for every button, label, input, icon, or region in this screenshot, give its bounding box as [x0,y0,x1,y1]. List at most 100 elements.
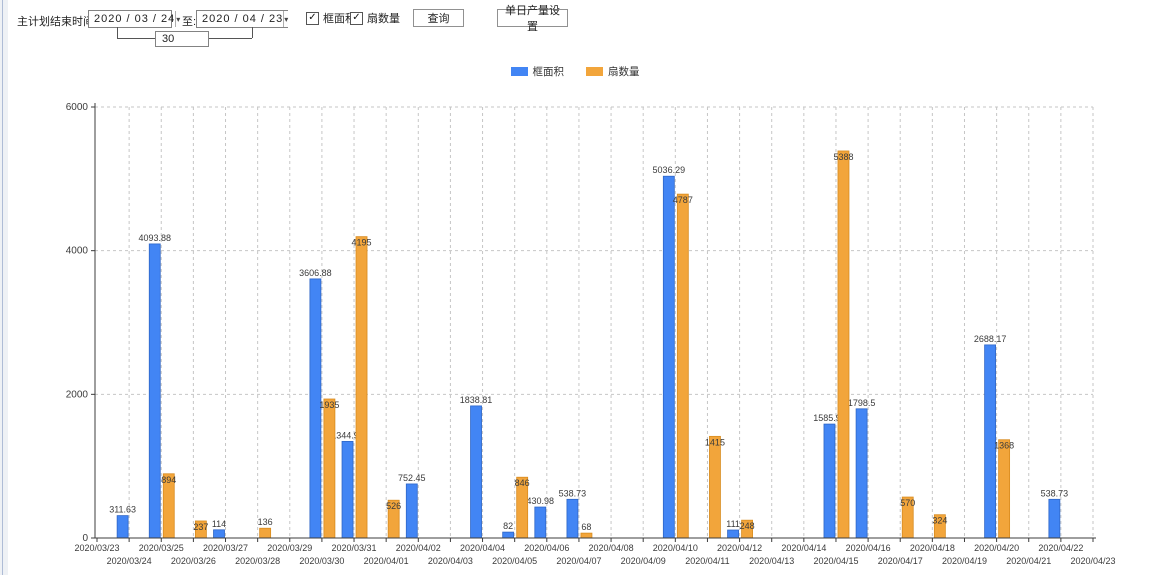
legend-swatch-orange [586,67,603,76]
plan-end-time-label: 主计划结束时间: [17,16,98,28]
x-tick-label: 2020/04/07 [556,556,601,566]
bar-value-label: 1838.81 [460,395,493,405]
end-date-combobox[interactable]: 2020 / 04 / 23 ▾ [196,10,289,28]
x-tick-label: 2020/03/25 [139,543,184,553]
x-tick-label: 2020/04/10 [653,543,698,553]
window-left-border-line [2,0,3,575]
x-tick-label: 2020/04/21 [1006,556,1051,566]
bar-扇数量-2020/04/07 [580,532,593,539]
bar-value-label: 894 [161,475,176,485]
bar-value-label: 4787 [673,195,693,205]
bar-框面积-2020/04/02 [405,483,418,539]
x-tick-label: 2020/04/04 [460,543,505,553]
bar-value-label: 570 [900,498,915,508]
x-tick-label: 2020/04/13 [749,556,794,566]
bar-扇数量-2020/03/31 [355,236,368,539]
bar-value-label: 4195 [352,238,372,248]
bar-扇数量-2020/04/11 [709,435,721,539]
bar-框面积-2020/04/12 [727,529,739,539]
connector-line [202,38,252,39]
bar-扇数量-2020/03/30 [323,398,336,539]
x-tick-label: 2020/04/15 [813,556,858,566]
x-tick-label: 2020/04/19 [942,556,987,566]
x-tick-label: 2020/04/20 [974,543,1019,553]
bar-value-label: 82 [503,521,513,531]
bar-value-label: 248 [740,521,755,531]
x-tick-label: 2020/04/14 [781,543,826,553]
x-tick-label: 2020/04/18 [910,543,955,553]
x-tick-label: 2020/04/17 [878,556,923,566]
dropdown-arrow-icon[interactable]: ▾ [175,11,181,27]
start-date-value[interactable]: 2020 / 03 / 24 [94,13,176,25]
bar-value-label: 136 [258,517,273,527]
x-tick-label: 2020/03/31 [332,543,377,553]
bar-框面积-2020/03/31 [341,440,354,539]
bar-扇数量-2020/03/28 [259,527,272,539]
window-left-border [0,0,8,575]
bar-value-label: 68 [581,522,591,532]
bar-框面积-2020/03/24 [116,515,129,539]
legend-item-frame-area: 框面积 [510,64,565,79]
bar-value-label: 2688.17 [974,334,1007,344]
bar-value-label: 526 [386,501,401,511]
bar-value-label: 111 [726,519,740,529]
bar-框面积-2020/04/06 [534,506,547,539]
x-tick-label: 2020/03/28 [235,556,280,566]
x-tick-label: 2020/04/01 [364,556,409,566]
bar-value-label: 237 [193,522,208,532]
x-tick-label: 2020/03/24 [107,556,152,566]
y-tick-label: 6000 [66,102,89,113]
x-tick-label: 2020/04/03 [428,556,473,566]
bar-value-label: 5036.29 [653,165,686,175]
y-tick-label: 2000 [66,389,89,400]
checkbox-checked-icon[interactable]: ✓ [350,11,363,25]
x-tick-label: 2020/03/23 [74,543,119,553]
bar-框面积-2020/04/10 [662,175,675,539]
x-tick-label: 2020/04/05 [492,556,537,566]
interval-days-input[interactable]: 30 [155,31,209,47]
bar-value-label: 538.73 [559,488,587,498]
x-tick-label: 2020/03/27 [203,543,248,553]
x-tick-label: 2020/03/29 [267,543,312,553]
dropdown-arrow-icon[interactable]: ▾ [283,11,289,27]
checkbox-frame-area[interactable]: ✓ 框面积 [306,10,356,26]
bar-value-label: 1585.96 [813,413,846,423]
x-tick-label: 2020/04/22 [1038,543,1083,553]
x-tick-label: 2020/03/30 [299,556,344,566]
bar-value-label: 1344.95 [331,430,364,440]
bar-value-label: 430.98 [527,496,555,506]
checkbox-checked-icon[interactable]: ✓ [306,11,319,25]
bar-框面积-2020/04/04 [470,405,482,539]
chart-legend: 框面积 扇数量 [0,64,1150,79]
y-tick-label: 0 [82,533,88,544]
checkbox-sash-count[interactable]: ✓ 扇数量 [350,10,400,26]
start-date-combobox[interactable]: 2020 / 03 / 24 ▾ [88,10,181,28]
connector-line [252,27,253,38]
checkbox-frame-area-label: 框面积 [323,13,356,25]
bar-value-label: 1415 [705,437,725,447]
end-date-value[interactable]: 2020 / 04 / 23 [202,13,284,25]
to-label: 至: [182,16,197,28]
bar-框面积-2020/03/25 [148,243,161,539]
bar-value-label: 324 [932,516,947,526]
bar-value-label: 538.73 [1041,488,1069,498]
x-tick-label: 2020/04/02 [396,543,441,553]
bar-扇数量-2020/04/20 [998,439,1011,539]
legend-label: 扇数量 [608,66,640,78]
legend-swatch-blue [510,67,528,76]
bar-扇数量-2020/04/10 [676,193,689,539]
bar-value-label: 1935 [319,400,339,410]
bar-框面积-2020/04/07 [566,498,579,539]
bar-value-label: 311.63 [109,505,136,515]
bar-框面积-2020/04/05 [502,531,515,539]
legend-item-sash-count: 扇数量 [586,64,640,79]
bar-value-label: 1368 [994,441,1014,451]
legend-label: 框面积 [532,66,565,78]
bar-框面积-2020/04/16 [855,408,868,539]
bar-value-label: 1798.5 [848,398,876,408]
query-button[interactable]: 查询 [413,9,464,27]
bar-value-label: 4093.88 [138,233,171,243]
y-tick-label: 4000 [66,246,89,257]
